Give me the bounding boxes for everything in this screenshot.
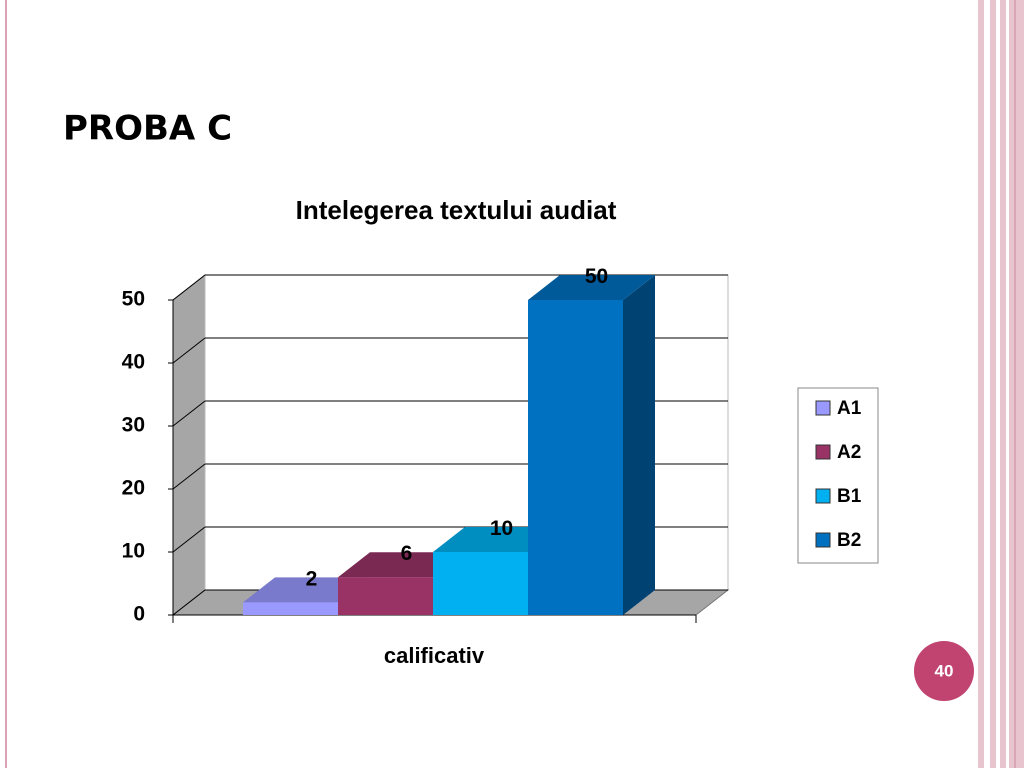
- grid-line: [172, 526, 206, 553]
- legend-swatch: [815, 400, 831, 416]
- border-stripe: [1006, 0, 1009, 768]
- legend-label: B2: [837, 530, 861, 551]
- legend-label: B1: [837, 486, 862, 507]
- grid-line: [172, 274, 206, 301]
- bar: [433, 552, 528, 615]
- bar: [243, 602, 338, 615]
- y-tick-label: 30: [122, 414, 145, 437]
- legend-swatch: [815, 532, 831, 548]
- legend-label: A2: [837, 442, 861, 463]
- chart-title: Intelegerea textului audiat: [296, 195, 617, 225]
- data-label: 50: [585, 265, 608, 288]
- legend-swatch: [815, 444, 831, 460]
- legend-label: A1: [837, 398, 862, 419]
- data-label: 2: [306, 567, 318, 590]
- legend-swatch: [815, 488, 831, 504]
- y-tick-label: 50: [122, 288, 145, 311]
- y-tick-label: 0: [133, 603, 145, 626]
- bar-top: [528, 275, 655, 300]
- grid-line: [172, 400, 206, 427]
- x-axis-label: calificativ: [384, 643, 485, 668]
- bar: [528, 300, 623, 615]
- page-number: 40: [935, 661, 954, 680]
- bar: [338, 577, 433, 615]
- y-tick-label: 20: [122, 477, 145, 500]
- grid-line: [172, 337, 206, 364]
- side-wall: [172, 273, 206, 617]
- page-badge: [914, 641, 974, 701]
- bar-side: [623, 275, 655, 615]
- grid-line: [172, 463, 206, 490]
- y-tick-label: 40: [122, 351, 145, 374]
- data-label: 10: [490, 517, 513, 540]
- y-tick-label: 10: [122, 540, 145, 563]
- grid-line: [172, 589, 206, 616]
- data-label: 6: [401, 542, 413, 565]
- slide-title: PROBA C: [63, 109, 232, 149]
- right-border: [978, 0, 1024, 768]
- legend: [797, 387, 879, 564]
- border-stripe: [984, 0, 990, 768]
- border-stripe: [996, 0, 1000, 768]
